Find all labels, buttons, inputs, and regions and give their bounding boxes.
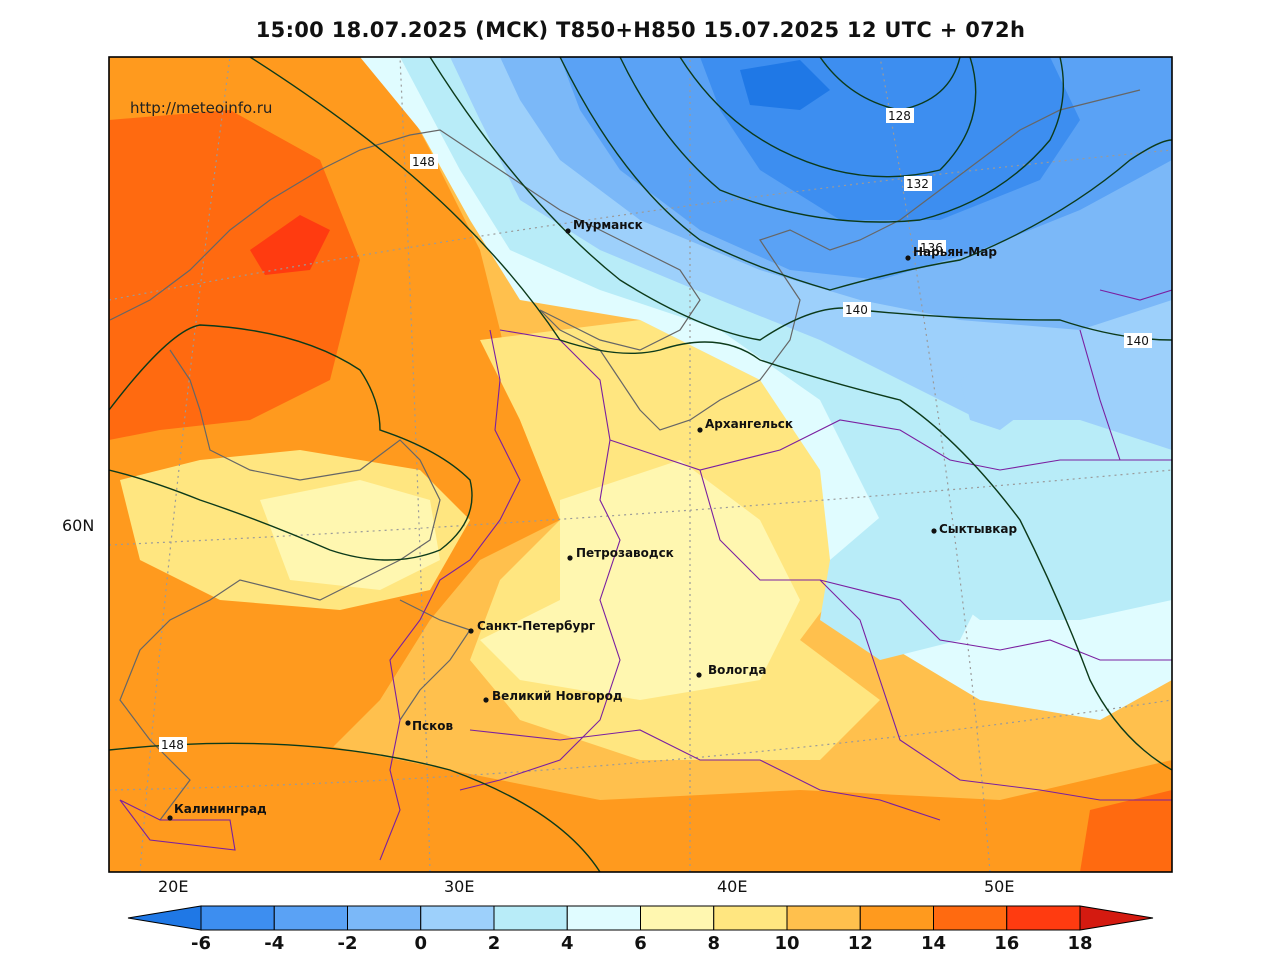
city-label: Псков [412,719,454,733]
contour-label: 148 [412,155,435,169]
colorbar-tick-label: 2 [488,933,501,954]
contour-labels: 148 128 132 136 140 140 148 [159,108,1152,752]
colorbar-segment [1006,905,1081,931]
lon-label: 50E [984,877,1014,896]
colorbar-segment [347,905,422,931]
map-frame [108,56,1173,873]
colorbar-segment [200,905,275,931]
contour-label: 136 [920,241,943,255]
colorbar-tick-label: -2 [338,933,358,954]
colorbar-segment [127,905,202,931]
colorbar-tick-label: 16 [994,933,1019,954]
city-label: Калининград [174,802,267,816]
colorbar-segment [933,905,1008,931]
colorbar-segment [493,905,568,931]
contour-label: 132 [906,177,929,191]
temperature-field [109,57,1172,872]
contour-label: 128 [888,109,911,123]
colorbar-segment [1079,905,1154,931]
city-label: Петрозаводск [576,546,674,560]
contour-label: 140 [1126,334,1149,348]
colorbar-tick-label: 10 [774,933,799,954]
city-markers: Мурманск Нарьян-Мар Архангельск Сыктывка… [167,218,1017,821]
lon-label: 20E [158,877,188,896]
colorbar-tick-label: 8 [707,933,720,954]
lon-label: 40E [717,877,747,896]
city-label: Санкт-Петербург [477,619,595,633]
colorbar-segment [786,905,861,931]
colorbar-segment [713,905,788,931]
colorbar-tick-label: 18 [1067,933,1092,954]
city-label: Великий Новгород [492,689,623,703]
height-contours [109,57,1172,872]
contour-label: 148 [161,738,184,752]
watermark-url: http://meteoinfo.ru [130,99,272,117]
city-label: Нарьян-Мар [913,245,997,259]
city-label: Архангельск [705,417,793,431]
colorbar-tick-label: 4 [561,933,574,954]
borders [119,289,1172,861]
colorbar-tick-label: -4 [264,933,284,954]
lat-label: 60N [62,516,94,535]
colorbar-segment [566,905,641,931]
colorbar-tick-label: 0 [414,933,427,954]
colorbar-tick-label: 14 [921,933,946,954]
colorbar-segment [420,905,495,931]
contour-label: 140 [845,303,868,317]
lon-label: 30E [444,877,474,896]
colorbar-tick-label: 12 [848,933,873,954]
colorbar-segment [640,905,715,931]
city-label: Вологда [708,663,766,677]
colorbar-tick-label: 6 [634,933,647,954]
colorbar: -6 -4 -2 0 2 4 6 8 10 12 14 16 18 [127,905,1154,954]
axis-labels: 20E 30E 40E 50E 60N [62,516,1014,896]
colorbar-segment [859,905,934,931]
colorbar-tick-label: -6 [191,933,211,954]
city-label: Сыктывкар [939,522,1017,536]
city-label: Мурманск [573,218,643,232]
map-title: 15:00 18.07.2025 (MCK) T850+H850 15.07.2… [255,18,1026,42]
colorbar-segment [273,905,348,931]
